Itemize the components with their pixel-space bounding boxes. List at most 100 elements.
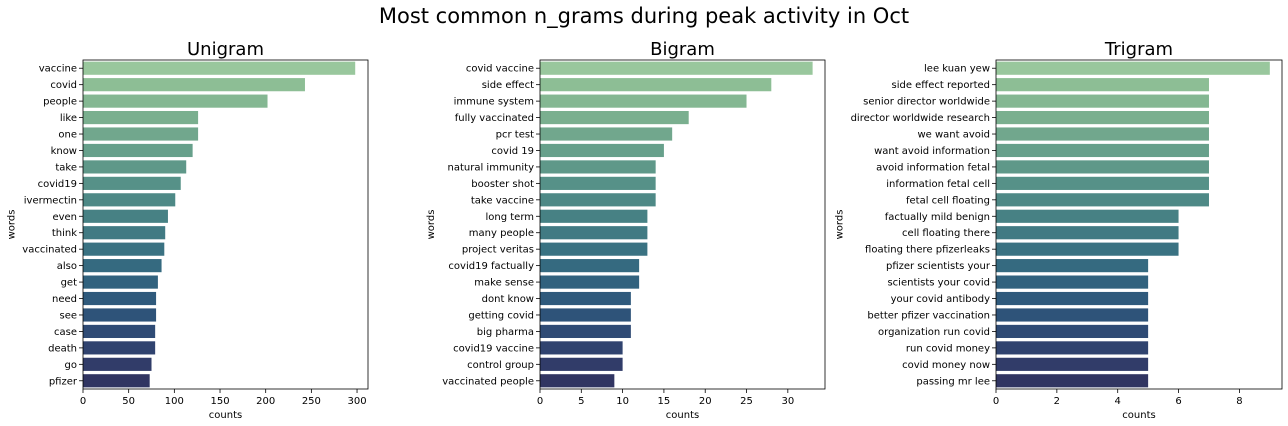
unigram-category-label: also xyxy=(57,261,77,272)
unigram-category-label: need xyxy=(52,294,77,305)
bigram-bar xyxy=(540,110,689,125)
trigram-xtick-label: 8 xyxy=(1236,396,1242,407)
trigram-category-label: run covid money xyxy=(906,343,990,354)
unigram-xtick-label: 150 xyxy=(210,396,229,407)
trigram-bar xyxy=(996,291,1149,306)
unigram-category-label: one xyxy=(58,130,77,141)
bigram-category-label: covid 19 xyxy=(491,146,534,157)
unigram-category-label: covid19 xyxy=(38,179,77,190)
trigram-xtick-label: 2 xyxy=(1054,396,1060,407)
bigram-bar xyxy=(540,242,648,256)
trigram-category-label: want avoid information xyxy=(874,146,990,157)
unigram-panel-title: Unigram xyxy=(187,39,264,60)
bigram-bar xyxy=(540,341,623,355)
trigram-category-label: information fetal cell xyxy=(886,179,990,190)
unigram-category-label: vaccine xyxy=(39,64,77,75)
unigram-category-label: even xyxy=(52,212,77,223)
trigram-bar xyxy=(996,226,1179,240)
unigram-category-label: like xyxy=(60,113,77,124)
unigram-xtick-label: 250 xyxy=(302,396,321,407)
unigram-bar xyxy=(83,275,158,289)
unigram-bar xyxy=(83,209,168,223)
bigram-category-label: immune system xyxy=(454,97,534,108)
bigram-bar xyxy=(540,94,747,108)
unigram-bar xyxy=(83,110,199,125)
bigram-x-axis-label: counts xyxy=(666,410,699,421)
bigram-category-label: covid19 factually xyxy=(448,261,534,272)
trigram-category-label: avoid information fetal xyxy=(876,162,990,173)
bigram-category-label: make sense xyxy=(474,278,534,289)
bigram-xtick-label: 5 xyxy=(578,396,584,407)
unigram-bar xyxy=(83,143,193,158)
bigram-bar xyxy=(540,176,656,190)
trigram-category-label: covid money now xyxy=(902,360,990,371)
unigram-bar xyxy=(83,160,187,174)
unigram-category-label: go xyxy=(65,360,77,371)
unigram-bar xyxy=(83,78,305,92)
trigram-bar xyxy=(996,259,1149,273)
unigram-category-label: case xyxy=(54,327,77,338)
unigram-bar xyxy=(83,61,356,75)
unigram-bar xyxy=(83,127,199,141)
trigram-bar xyxy=(996,193,1209,207)
bigram-xtick-label: 0 xyxy=(537,396,543,407)
trigram-xtick-label: 6 xyxy=(1175,396,1181,407)
trigram-category-label: factually mild benign xyxy=(885,212,990,223)
trigram-category-label: better pfizer vaccination xyxy=(867,310,990,321)
unigram-bar xyxy=(83,308,157,322)
bigram-category-label: take vaccine xyxy=(471,195,534,206)
unigram-category-label: take xyxy=(55,162,77,173)
trigram-bar xyxy=(996,78,1209,92)
trigram-category-label: senior director worldwide xyxy=(863,97,990,108)
unigram-bar xyxy=(83,176,181,190)
unigram-y-axis-label: words xyxy=(6,210,17,240)
bigram-category-label: covid vaccine xyxy=(466,64,534,75)
trigram-bar xyxy=(996,143,1209,158)
bigram-bar xyxy=(540,61,813,75)
bigram-xtick-label: 10 xyxy=(616,396,629,407)
unigram-xtick-label: 100 xyxy=(165,396,184,407)
bigram-category-label: getting covid xyxy=(468,310,534,321)
unigram-bar xyxy=(83,94,268,108)
trigram-bar xyxy=(996,357,1149,371)
bigram-category-label: control group xyxy=(467,360,534,371)
unigram-category-label: covid xyxy=(50,80,77,91)
unigram-bar xyxy=(83,291,157,306)
unigram-xtick-label: 200 xyxy=(256,396,275,407)
trigram-bar xyxy=(996,160,1209,174)
unigram-bar xyxy=(83,341,156,355)
trigram-bar xyxy=(996,275,1149,289)
bigram-bar xyxy=(540,160,656,174)
trigram-category-label: lee kuan yew xyxy=(924,64,990,75)
unigram-x-axis-label: counts xyxy=(209,410,242,421)
trigram-category-label: floating there pfizerleaks xyxy=(865,245,990,256)
unigram-category-label: death xyxy=(48,343,77,354)
unigram-category-label: ivermectin xyxy=(24,195,77,206)
unigram-category-label: people xyxy=(43,97,77,108)
bigram-bar xyxy=(540,374,615,388)
unigram-bar xyxy=(83,226,166,240)
bigram-panel-title: Bigram xyxy=(650,39,715,60)
trigram-bar xyxy=(996,94,1209,108)
trigram-xtick-label: 4 xyxy=(1115,396,1121,407)
trigram-category-label: your covid antibody xyxy=(891,294,990,305)
trigram-bar xyxy=(996,341,1149,355)
bigram-category-label: long term xyxy=(485,212,534,223)
trigram-bar xyxy=(996,127,1209,141)
bigram-bar xyxy=(540,308,631,322)
trigram-bar xyxy=(996,110,1209,125)
trigram-category-label: fetal cell floating xyxy=(906,195,990,206)
bigram-bar xyxy=(540,78,772,92)
unigram-xtick-label: 50 xyxy=(122,396,135,407)
bigram-axes-frame xyxy=(539,59,826,390)
bigram-bar xyxy=(540,357,623,371)
trigram-y-axis-label: words xyxy=(835,210,846,240)
unigram-category-label: see xyxy=(59,310,77,321)
bigram-category-label: big pharma xyxy=(477,327,534,338)
bigram-y-axis-label: words xyxy=(426,210,437,240)
bigram-xtick-label: 15 xyxy=(658,396,671,407)
bigram-bar xyxy=(540,209,648,223)
bigram-bar xyxy=(540,226,648,240)
trigram-category-label: we want avoid xyxy=(917,130,990,141)
trigram-category-label: director worldwide research xyxy=(851,113,990,124)
